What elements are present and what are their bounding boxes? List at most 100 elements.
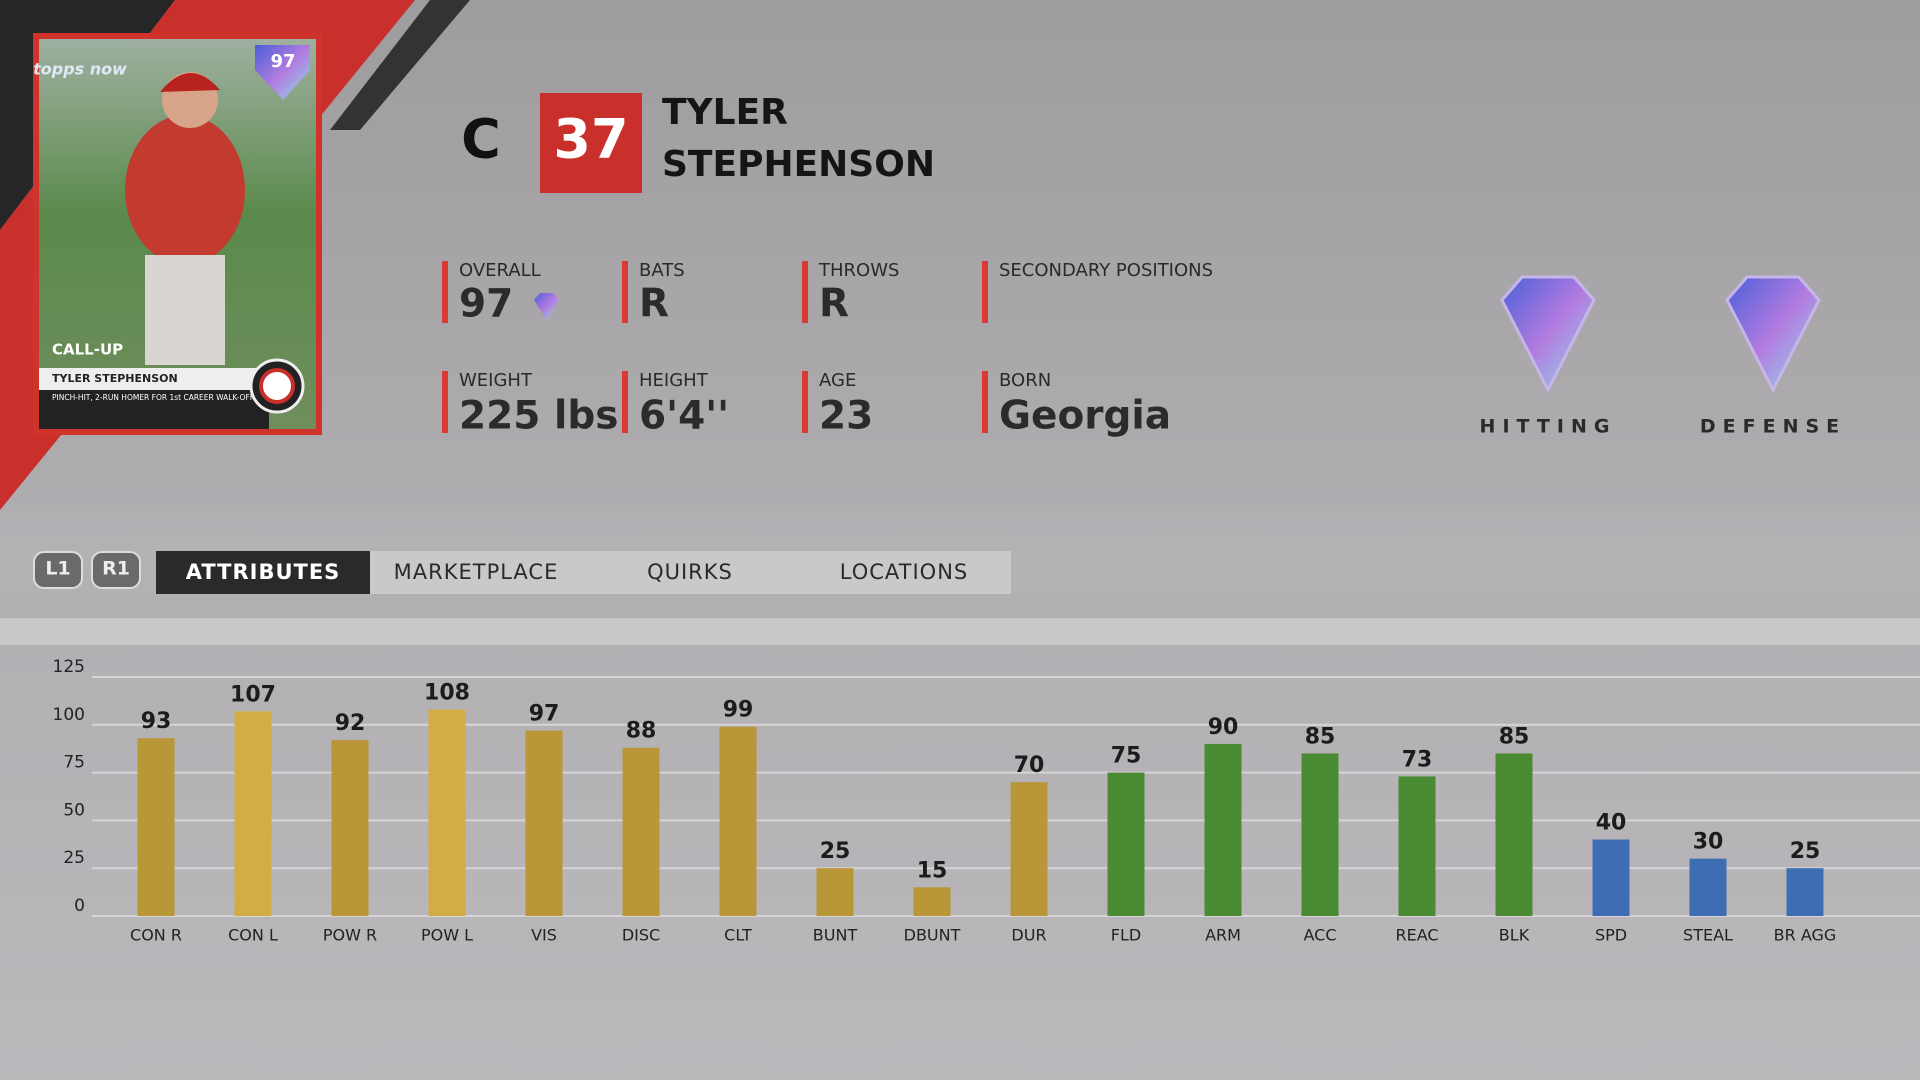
player-pants — [145, 255, 225, 365]
rating-label: HITTING — [1480, 416, 1617, 438]
x-tick-label: DUR — [1011, 926, 1046, 945]
bar — [234, 711, 272, 916]
stat-accent — [442, 261, 448, 323]
stat-label: WEIGHT — [459, 370, 533, 391]
bar — [1786, 868, 1824, 916]
y-tick-label: 75 — [63, 753, 85, 773]
card-caption: PINCH-HIT, 2-RUN HOMER FOR 1st CAREER WA… — [52, 393, 269, 402]
stripe-accent — [330, 0, 470, 130]
stat-label: OVERALL — [459, 260, 541, 281]
stat-accent — [802, 371, 808, 433]
x-tick-label: VIS — [531, 926, 557, 945]
value-label: 99 — [723, 698, 754, 723]
x-tick-label: BR AGG — [1774, 926, 1837, 945]
bar — [331, 740, 369, 916]
x-tick-label: SPD — [1595, 926, 1627, 945]
bar — [137, 738, 175, 916]
x-tick-label: BLK — [1499, 926, 1530, 945]
y-tick-label: 25 — [63, 848, 85, 868]
hitting-gem — [1500, 275, 1596, 394]
position: C — [461, 108, 501, 171]
bar — [1107, 772, 1145, 916]
x-tick-label: BUNT — [813, 926, 858, 945]
value-label: 97 — [529, 702, 560, 727]
button-label[interactable]: L1 — [45, 558, 70, 580]
stat-label: HEIGHT — [639, 370, 709, 391]
tab-strip — [370, 551, 1011, 594]
overall-gem — [534, 293, 559, 320]
bar — [1592, 839, 1630, 916]
defense-gem — [1725, 275, 1821, 394]
tab-label[interactable]: LOCATIONS — [840, 560, 968, 584]
x-tick-label: DISC — [622, 926, 660, 945]
x-tick-label: POW L — [421, 926, 473, 945]
value-label: 15 — [917, 858, 948, 883]
stat-accent — [802, 261, 808, 323]
r1-button[interactable] — [91, 551, 141, 589]
x-tick-label: REAC — [1395, 926, 1438, 945]
bar — [1398, 776, 1436, 916]
bar — [525, 730, 563, 916]
stat-value: 6'4'' — [639, 394, 729, 439]
bar — [816, 868, 854, 916]
value-label: 25 — [820, 839, 851, 864]
value-label: 92 — [335, 711, 366, 736]
button-label[interactable]: R1 — [102, 558, 130, 580]
x-tick-label: FLD — [1111, 926, 1141, 945]
tab-active[interactable] — [156, 551, 370, 594]
card-name: TYLER STEPHENSON — [52, 372, 178, 385]
chart-header-band — [0, 618, 1920, 645]
value-label: 75 — [1111, 744, 1142, 769]
bar — [428, 709, 466, 916]
rating-label: DEFENSE — [1700, 416, 1846, 438]
first-name: TYLER — [662, 92, 788, 133]
stat-value: R — [639, 282, 669, 327]
value-label: 73 — [1402, 747, 1433, 772]
player-jersey — [125, 115, 245, 265]
card-caption-plate — [39, 390, 269, 429]
value-label: 85 — [1305, 724, 1336, 749]
x-tick-label: CON L — [228, 926, 278, 945]
x-tick-label: ARM — [1205, 926, 1241, 945]
player-helmet — [160, 72, 220, 92]
bar — [719, 726, 757, 916]
y-tick-label: 100 — [53, 705, 85, 725]
card-brand: topps now — [33, 60, 127, 79]
value-label: 93 — [141, 709, 172, 734]
stat-accent — [622, 371, 628, 433]
x-tick-label: CON R — [130, 926, 182, 945]
value-label: 88 — [626, 719, 657, 744]
value-label: 25 — [1790, 839, 1821, 864]
card-badge: 97 — [270, 51, 295, 72]
y-tick-label: 125 — [53, 657, 85, 677]
stat-value: 97 — [459, 282, 513, 327]
card-tag: CALL-UP — [52, 341, 123, 359]
y-tick-label: 0 — [74, 896, 85, 916]
x-tick-label: CLT — [724, 926, 752, 945]
stat-accent — [622, 261, 628, 323]
stat-accent — [982, 371, 988, 433]
bar — [1010, 782, 1048, 916]
value-label: 40 — [1596, 811, 1627, 836]
bar — [1301, 753, 1339, 916]
x-tick-label: STEAL — [1683, 926, 1733, 945]
value-label: 85 — [1499, 724, 1530, 749]
bar — [913, 887, 951, 916]
stat-accent — [442, 371, 448, 433]
stat-value: R — [819, 282, 849, 327]
tab-label[interactable]: MARKETPLACE — [394, 560, 559, 584]
y-tick-label: 50 — [63, 800, 85, 820]
stat-label: BORN — [999, 370, 1051, 391]
card-name-plate — [39, 368, 259, 390]
stat-value: 23 — [819, 394, 873, 439]
number-box — [540, 93, 642, 193]
x-tick-label: DBUNT — [904, 926, 961, 945]
tab-label[interactable]: QUIRKS — [647, 560, 733, 584]
value-label: 90 — [1208, 715, 1239, 740]
tab-label[interactable]: ATTRIBUTES — [186, 560, 341, 584]
bar — [1689, 858, 1727, 916]
l1-button[interactable] — [33, 551, 83, 589]
x-tick-label: ACC — [1303, 926, 1336, 945]
bar — [1204, 743, 1242, 916]
